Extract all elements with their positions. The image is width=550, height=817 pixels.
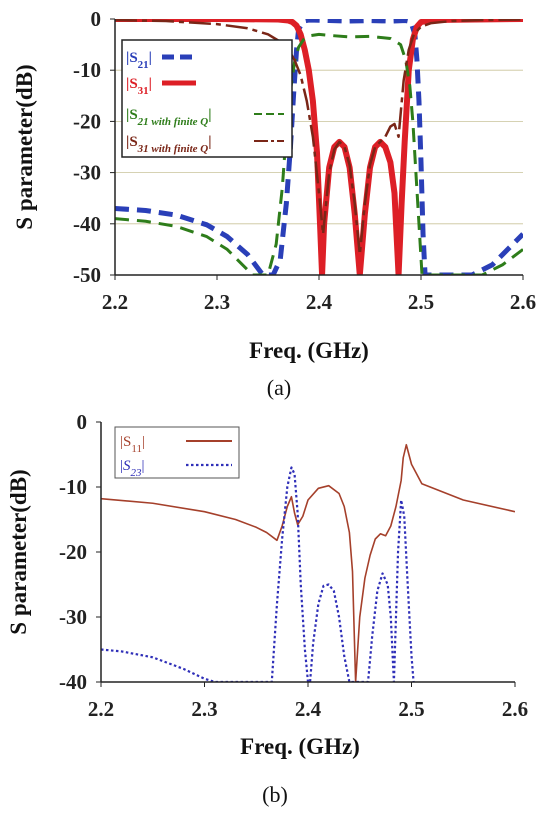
y-tick-label: -10 bbox=[73, 58, 101, 82]
legend: |S21| |S31| |S21 with finite Q| |S31 with f… bbox=[121, 39, 293, 158]
legend: |S11| |S23| bbox=[114, 426, 240, 479]
panel-caption: (b) bbox=[262, 782, 288, 807]
x-tick-label: 2.4 bbox=[295, 697, 322, 721]
x-tick-label: 2.6 bbox=[502, 697, 528, 721]
y-tick-label: -40 bbox=[59, 670, 87, 694]
x-tick-label: 2.4 bbox=[306, 290, 333, 314]
x-tick-label: 2.3 bbox=[204, 290, 230, 314]
y-axis-title: S parameter(dB) bbox=[12, 64, 37, 229]
legend-entry: |S21| bbox=[126, 50, 152, 71]
panel-caption: (a) bbox=[267, 375, 291, 400]
legend-entry: |S31 with finite Q| bbox=[126, 134, 212, 155]
series-line-1 bbox=[101, 443, 515, 682]
y-tick-label: 0 bbox=[91, 7, 102, 31]
x-tick-label: 2.5 bbox=[398, 697, 424, 721]
chart-panel-a: 2.2 2.3 2.4 2.5 2.6 0 -10 -20 -30 -40 -50 Freq. (GH… bbox=[12, 7, 536, 400]
y-axis-title: S parameter(dB) bbox=[6, 469, 31, 634]
x-axis-title: Freq. (GHz) bbox=[240, 734, 360, 759]
x-tick-label: 2.5 bbox=[408, 290, 434, 314]
legend-entry: |S11| bbox=[120, 434, 145, 455]
y-tick-label: -20 bbox=[73, 109, 101, 133]
y-tick-label: -20 bbox=[59, 540, 87, 564]
y-tick-label: -50 bbox=[73, 263, 101, 287]
x-tick-label: 2.2 bbox=[88, 697, 114, 721]
chart-panel-b: 2.2 2.3 2.4 2.5 2.6 0 -10 -20 -30 -40 Freq. (GHz) S… bbox=[6, 410, 528, 807]
y-tick-label: -10 bbox=[59, 475, 87, 499]
series-line-1 bbox=[115, 19, 523, 275]
series-line-2 bbox=[101, 466, 415, 682]
y-tick-label: -30 bbox=[59, 605, 87, 629]
series-line-3 bbox=[115, 32, 523, 275]
legend-entry: |S21 with finite Q| bbox=[126, 107, 212, 128]
legend-entry: |S31| bbox=[126, 76, 152, 97]
x-tick-label: 2.6 bbox=[510, 290, 536, 314]
x-tick-label: 2.2 bbox=[102, 290, 128, 314]
y-tick-label: 0 bbox=[77, 410, 88, 434]
x-tick-label: 2.3 bbox=[191, 697, 217, 721]
y-tick-label: -30 bbox=[73, 161, 101, 185]
legend-entry: |S23| bbox=[120, 458, 145, 479]
x-axis-title: Freq. (GHz) bbox=[249, 338, 369, 363]
y-tick-label: -40 bbox=[73, 212, 101, 236]
